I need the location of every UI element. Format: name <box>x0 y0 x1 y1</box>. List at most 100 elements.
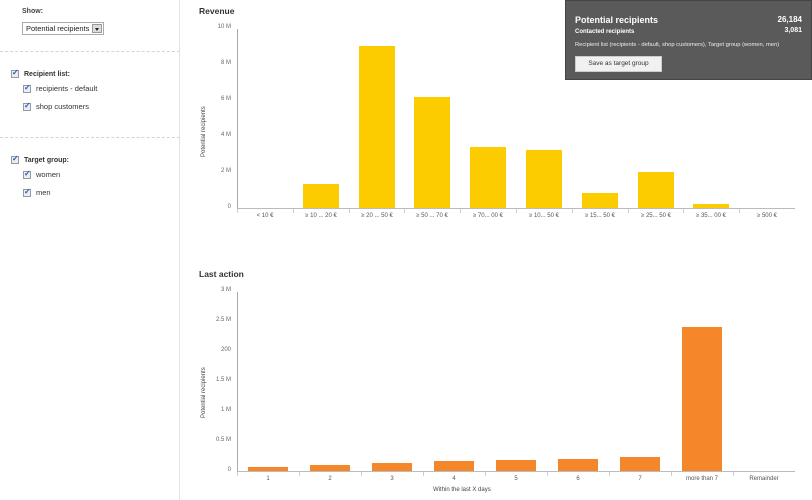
x-tick-mark <box>739 209 740 213</box>
bar[interactable] <box>434 461 474 471</box>
y-tick-label: 0 <box>227 204 231 210</box>
selection-description: Recipient list (recipients - default, sh… <box>575 42 780 48</box>
sidebar: Show: Potential recipients Recipient lis… <box>0 0 180 500</box>
x-category-label: ≥ 70... 00 € <box>473 213 503 219</box>
y-tick-label: 8 M <box>220 60 231 66</box>
y-tick-label: 0 <box>227 467 231 473</box>
x-tick-mark <box>404 209 405 213</box>
x-tick-mark <box>485 472 486 476</box>
bar[interactable] <box>638 172 674 208</box>
bar[interactable] <box>359 46 395 208</box>
x-tick-mark <box>299 472 300 476</box>
bar[interactable] <box>303 184 339 208</box>
bar[interactable] <box>526 150 562 208</box>
recipient-list-label: Recipient list: <box>24 70 70 78</box>
x-tick-mark <box>547 472 548 476</box>
x-tick-mark <box>349 209 350 213</box>
y-tick-label: 1 M <box>220 407 231 413</box>
potential-recipients-value: 26,184 <box>777 15 802 24</box>
y-tick-label: 2.5 M <box>215 317 231 323</box>
x-category-label: 2 <box>328 476 332 482</box>
summary-panel: Potential recipients 26,184 Contacted re… <box>565 0 812 80</box>
bar[interactable] <box>693 204 729 208</box>
potential-recipients-label: Potential recipients <box>575 15 659 25</box>
checkbox-icon[interactable] <box>23 187 31 197</box>
y-tick-label: 3 M <box>220 287 231 293</box>
last-action-x-axis-title: Within the last X days <box>433 487 491 493</box>
bar[interactable] <box>470 147 506 208</box>
men-checkbox[interactable]: men <box>23 187 51 197</box>
chevron-down-icon[interactable] <box>92 24 102 33</box>
women-checkbox[interactable]: women <box>23 169 61 179</box>
y-tick-label: 0.5 M <box>215 437 231 443</box>
last-action-x-axis <box>237 471 795 472</box>
x-category-label: more than 7 <box>685 476 719 482</box>
x-tick-mark <box>293 209 294 213</box>
target-group-label: Target group: <box>24 156 69 164</box>
women-label: women <box>36 170 61 179</box>
bar[interactable] <box>414 97 450 208</box>
x-category-label: ≥ 50 ... 70 € <box>416 213 448 219</box>
x-tick-mark <box>237 209 238 213</box>
x-tick-mark <box>683 209 684 213</box>
bar[interactable] <box>496 460 536 471</box>
y-tick-label: 10 M <box>217 24 231 30</box>
x-category-label: 1 <box>266 476 270 482</box>
recipients-default-label: recipients - default <box>36 84 98 93</box>
bar[interactable] <box>372 463 412 471</box>
x-tick-mark <box>628 209 629 213</box>
show-select-value: Potential recipients <box>26 24 90 33</box>
x-category-label: Remainder <box>749 476 779 482</box>
bar[interactable] <box>558 459 598 471</box>
x-category-label: ≥ 10 ... 20 € <box>305 213 337 219</box>
x-category-label: ≥ 20 ... 50 € <box>361 213 393 219</box>
bar[interactable] <box>248 467 288 471</box>
bar[interactable] <box>620 457 660 471</box>
x-category-label: ≥ 35... 00 € <box>696 213 726 219</box>
checkbox-icon[interactable] <box>11 154 19 164</box>
target-group-checkbox[interactable]: Target group: <box>11 154 69 164</box>
show-select[interactable]: Potential recipients <box>22 22 104 35</box>
show-label: Show: <box>22 8 43 15</box>
checkbox-icon[interactable] <box>11 68 19 78</box>
x-category-label: 6 <box>576 476 580 482</box>
save-as-target-group-button[interactable]: Save as target group <box>575 56 662 72</box>
x-tick-mark <box>671 472 672 476</box>
recipients-default-checkbox[interactable]: recipients - default <box>23 83 98 93</box>
recipient-list-checkbox[interactable]: Recipient list: <box>11 68 70 78</box>
y-tick-label: 2 M <box>220 168 231 174</box>
revenue-chart-title: Revenue <box>199 6 235 16</box>
x-category-label: 3 <box>390 476 394 482</box>
x-tick-mark <box>572 209 573 213</box>
y-tick-label: 1.5 M <box>215 377 231 383</box>
divider <box>0 137 180 138</box>
bar[interactable] <box>582 193 618 208</box>
revenue-y-axis <box>237 29 238 209</box>
x-category-label: ≥ 15... 50 € <box>585 213 615 219</box>
checkbox-icon[interactable] <box>23 101 31 111</box>
x-category-label: < 10 € <box>256 213 274 219</box>
x-category-label: ≥ 500 € <box>757 213 777 219</box>
x-tick-mark <box>516 209 517 213</box>
contacted-recipients-label: Contacted recipients <box>575 29 635 35</box>
y-tick-label: 200 <box>220 347 231 353</box>
x-tick-mark <box>733 472 734 476</box>
checkbox-icon[interactable] <box>23 169 31 179</box>
checkbox-icon[interactable] <box>23 83 31 93</box>
contacted-recipients-value: 3,081 <box>784 27 802 34</box>
divider <box>0 51 180 52</box>
shop-customers-checkbox[interactable]: shop customers <box>23 101 89 111</box>
men-label: men <box>36 188 51 197</box>
x-category-label: 7 <box>638 476 642 482</box>
last-action-y-axis <box>237 292 238 472</box>
x-tick-mark <box>423 472 424 476</box>
last-action-chart-title: Last action <box>199 269 244 279</box>
x-category-label: ≥ 10... 50 € <box>529 213 559 219</box>
y-tick-label: 6 M <box>220 96 231 102</box>
revenue-x-axis <box>237 208 795 209</box>
shop-customers-label: shop customers <box>36 102 89 111</box>
x-tick-mark <box>460 209 461 213</box>
bar[interactable] <box>682 327 722 471</box>
x-category-label: ≥ 25... 50 € <box>641 213 671 219</box>
bar[interactable] <box>310 465 350 471</box>
